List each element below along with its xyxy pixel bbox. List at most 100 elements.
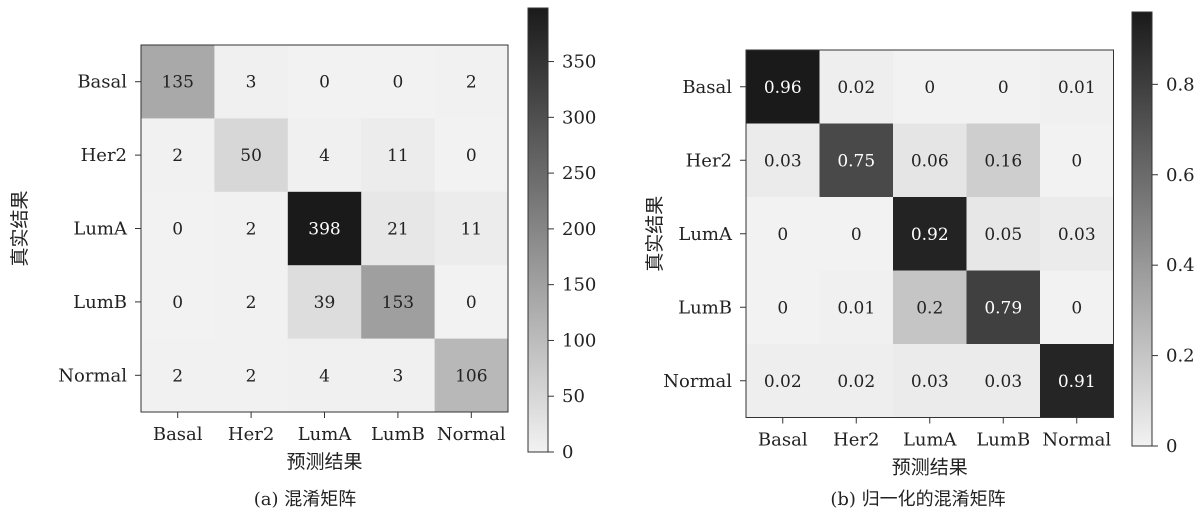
heatmap-cell	[214, 45, 289, 119]
cell-value-label: 2	[172, 146, 183, 166]
cell-value-label: 0.02	[837, 78, 875, 98]
y-tick-label: Her2	[81, 145, 127, 166]
x-tick-label: Normal	[1042, 430, 1111, 451]
heatmap-cell	[434, 191, 509, 266]
colorbar-tick-label: 0.2	[1166, 346, 1195, 367]
heatmap-cell	[434, 265, 509, 340]
heatmap-cell	[819, 270, 894, 345]
heatmap-cell	[141, 118, 215, 193]
heatmap-cell	[746, 344, 820, 418]
cell-value-label: 106	[455, 366, 487, 386]
x-axis-label: 预测结果	[892, 457, 968, 479]
heatmap-cell	[287, 191, 362, 266]
chart-caption: (b) 归一化的混淆矩阵	[830, 489, 1005, 510]
y-axis-label: 真实结果	[644, 196, 666, 272]
heatmap-cell	[893, 50, 967, 124]
cell-value-label: 2	[466, 73, 477, 93]
cell-value-label: 0.91	[1058, 372, 1096, 392]
heatmap-cell	[141, 45, 215, 119]
y-tick-label: Her2	[686, 150, 732, 171]
cell-value-label: 0.01	[1058, 78, 1096, 98]
heatmap-cell	[361, 265, 436, 340]
heatmap-cell	[819, 50, 894, 124]
cell-value-label: 4	[319, 146, 330, 166]
x-tick-label: Basal	[153, 424, 203, 445]
heatmap-cell	[893, 123, 967, 198]
heatmap-cell	[966, 123, 1041, 198]
colorbar-tick-label: 0.6	[1166, 165, 1195, 186]
colorbar-tick-label: 50	[562, 386, 585, 407]
chart-b: 0.96 0.02 0 0 0.01 0.03 0.75 0.06 0.16 0 0 0 0.92 0.0…	[644, 11, 1195, 510]
cell-value-label: 153	[382, 293, 414, 313]
colorbar-tick-label: 200	[562, 219, 596, 240]
cell-value-label: 0	[924, 78, 935, 98]
colorbar-tick-label: 0	[562, 442, 573, 463]
heatmap-cell	[287, 118, 362, 193]
cell-value-label: 2	[246, 366, 257, 386]
heatmap-cell	[361, 45, 436, 119]
cell-value-label: 0.03	[911, 372, 949, 392]
x-axis-label: 预测结果	[286, 451, 362, 473]
x-tick-label: LumA	[298, 424, 353, 445]
heatmap-cell	[434, 338, 509, 413]
cell-value-label: 0	[777, 225, 788, 245]
cell-value-label: 2	[246, 293, 257, 313]
cell-value-label: 0	[172, 220, 183, 240]
colorbar	[1131, 11, 1153, 447]
heatmap-cell	[746, 123, 820, 198]
colorbar-tick-label: 300	[562, 107, 596, 128]
cell-value-label: 0.92	[911, 225, 949, 245]
y-tick-label: LumB	[73, 292, 127, 313]
cell-value-label: 0.02	[764, 372, 802, 392]
cell-value-label: 50	[240, 146, 262, 166]
heatmap-cell	[434, 118, 509, 193]
cell-value-label: 0.16	[984, 151, 1022, 171]
x-tick-label: Normal	[437, 424, 506, 445]
colorbar-tick-label: 0.4	[1166, 255, 1195, 276]
cell-value-label: 0.03	[1058, 225, 1096, 245]
cell-value-label: 0.03	[984, 372, 1022, 392]
x-tick-label: Basal	[758, 430, 808, 451]
x-tick-label: LumB	[371, 424, 425, 445]
cell-value-label: 21	[387, 220, 409, 240]
heatmap-cell	[1040, 344, 1114, 418]
heatmap-cell	[361, 191, 436, 266]
heatmap-cell	[966, 50, 1041, 124]
heatmap-cell	[287, 265, 362, 340]
chart-caption: (a) 混淆矩阵	[254, 489, 357, 510]
cell-value-label: 0.2	[916, 298, 943, 318]
cell-value-label: 135	[161, 73, 193, 93]
y-tick-label: Basal	[682, 77, 732, 98]
x-tick-label: LumB	[976, 430, 1030, 451]
cell-value-label: 0	[1071, 298, 1082, 318]
heatmap-cell	[1040, 50, 1114, 124]
cell-value-label: 0	[777, 298, 788, 318]
heatmap-cell	[746, 270, 820, 345]
chart-a: 135 3 0 0 22 50 4 11 00 2 398 21 110 2 39 153 02 2 4 3 106Ba…	[9, 7, 596, 510]
heatmap-cell	[361, 338, 436, 413]
heatmap-cell	[893, 197, 967, 271]
cell-value-label: 2	[172, 366, 183, 386]
cell-value-label: 0.03	[764, 151, 802, 171]
heatmap-cell	[966, 270, 1041, 345]
cell-value-label: 0	[172, 293, 183, 313]
heatmap-cell	[1040, 123, 1114, 198]
heatmap-cell	[214, 191, 289, 266]
cell-value-label: 11	[460, 220, 482, 240]
colorbar-tick-label: 350	[562, 52, 596, 73]
heatmap-cell	[214, 265, 289, 340]
heatmap-cell	[746, 50, 820, 124]
y-tick-label: LumB	[678, 297, 732, 318]
cell-value-label: 398	[308, 220, 340, 240]
y-tick-label: Basal	[77, 72, 127, 93]
cell-value-label: 39	[314, 293, 336, 313]
heatmap-cell	[893, 344, 967, 418]
cell-value-label: 0	[1071, 151, 1082, 171]
cell-value-label: 11	[387, 146, 409, 166]
x-tick-label: Her2	[228, 424, 274, 445]
y-axis-label: 真实结果	[9, 190, 31, 266]
x-tick-label: LumA	[903, 430, 958, 451]
heatmap-cell	[966, 197, 1041, 271]
cell-value-label: 4	[319, 366, 330, 386]
